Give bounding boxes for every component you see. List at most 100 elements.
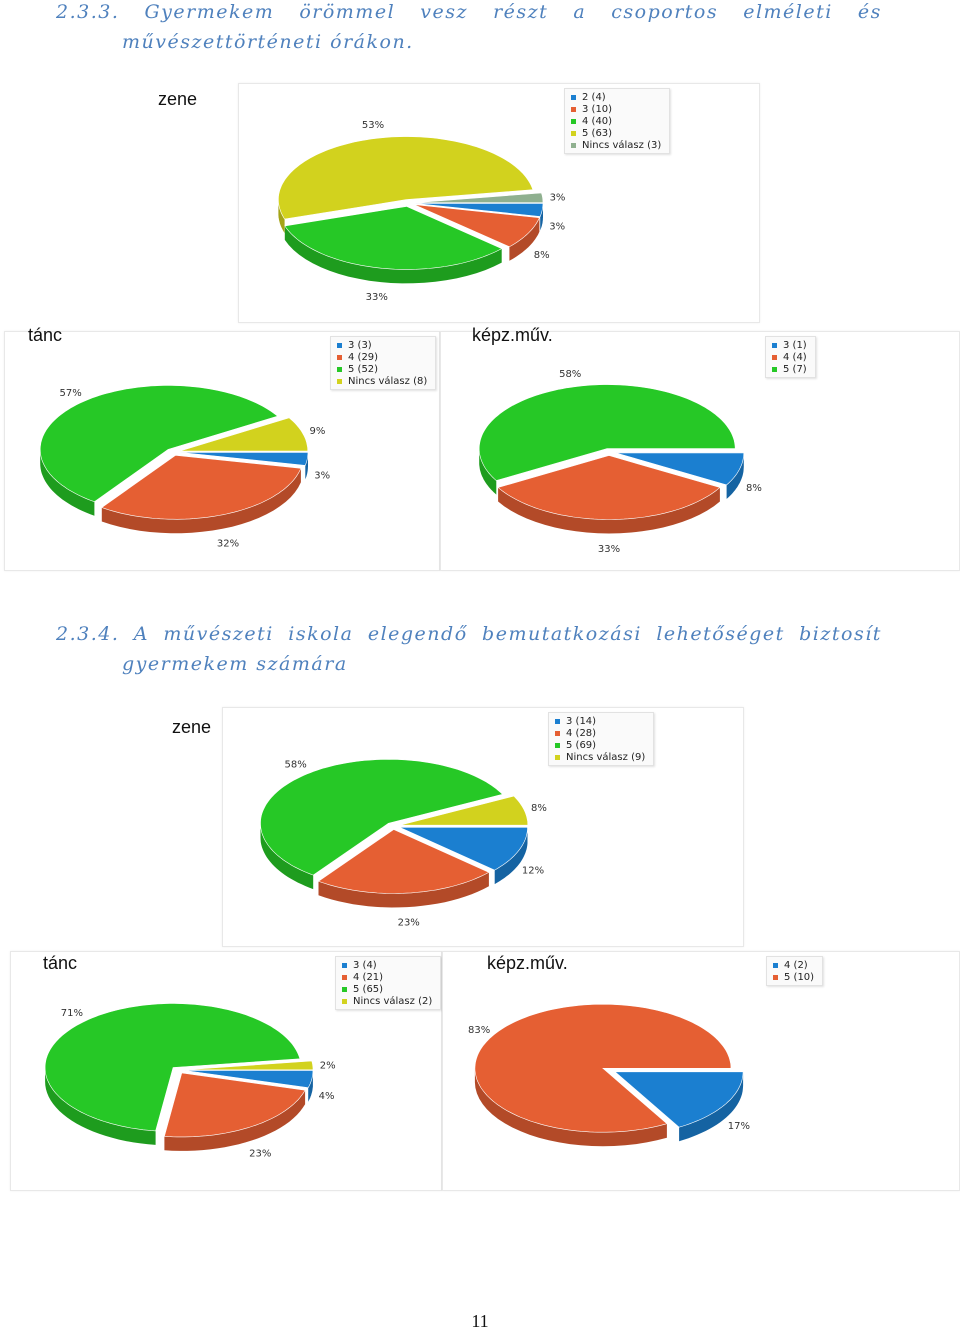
heading-word: iskola bbox=[288, 623, 354, 645]
pie-slice bbox=[179, 452, 309, 466]
chart-title: képz.műv. bbox=[487, 953, 568, 973]
pie-slice-side bbox=[679, 1071, 744, 1142]
legend-swatch bbox=[571, 130, 576, 136]
legend-swatch bbox=[342, 998, 347, 1004]
legend-swatch bbox=[337, 354, 342, 360]
pie-slice bbox=[284, 206, 503, 270]
pie-slice bbox=[260, 758, 504, 876]
chart-legend: 3 (1) 4 (4) 5 (7) bbox=[765, 336, 816, 378]
pie-pct-label: 71% bbox=[61, 1008, 83, 1019]
pie-slice bbox=[44, 1003, 301, 1132]
heading-word: A bbox=[133, 623, 150, 645]
chart-title: tánc bbox=[28, 325, 63, 345]
legend-item: 3 (10) bbox=[571, 103, 661, 115]
legend-item: 5 (52) bbox=[337, 363, 427, 375]
pie-pct-label: 58% bbox=[559, 369, 581, 380]
legend-swatch bbox=[571, 106, 576, 112]
heading-word: bemutatkozási bbox=[482, 623, 642, 645]
pie-slice bbox=[414, 192, 544, 203]
chart-legend: 2 (4) 3 (10) 4 (40) 5 (63) Nincs válasz … bbox=[564, 88, 671, 154]
pie-slice-side bbox=[318, 872, 489, 908]
pie-slice-side bbox=[479, 448, 497, 495]
heading-word: örömmel bbox=[299, 1, 396, 23]
legend-swatch bbox=[337, 378, 342, 384]
pie-slice-side bbox=[45, 1067, 156, 1145]
section-heading-233: 2.3.3. Gyermekem örömmel vesz részt a cs… bbox=[56, 0, 882, 57]
legend-item: 5 (69) bbox=[555, 739, 645, 751]
legend-item: 3 (1) bbox=[772, 339, 807, 351]
legend-item: 4 (21) bbox=[342, 971, 432, 983]
legend-item: 4 (28) bbox=[555, 727, 645, 739]
heading-word: csoportos bbox=[611, 1, 719, 23]
pie-slice-side bbox=[40, 449, 95, 516]
heading-word: vesz bbox=[420, 1, 468, 23]
legend-item: 5 (65) bbox=[342, 983, 432, 995]
pie-slice bbox=[39, 385, 279, 503]
chart-legend: 3 (3) 4 (29) 5 (52) Nincs válasz (8) bbox=[330, 336, 437, 390]
chart-title: képz.műv. bbox=[472, 325, 553, 345]
pie-slice-side bbox=[726, 452, 744, 499]
pie-pct-label: 8% bbox=[746, 483, 762, 494]
pie-pct-label: 3% bbox=[549, 222, 565, 233]
pie-slice-side bbox=[474, 1068, 667, 1147]
legend-swatch bbox=[555, 754, 560, 760]
legend-swatch bbox=[571, 94, 576, 100]
pie-slice bbox=[474, 1004, 732, 1133]
pie-pct-label: 12% bbox=[522, 865, 544, 876]
chart-legend: 4 (2) 5 (10) bbox=[766, 956, 824, 986]
legend-swatch bbox=[555, 742, 560, 748]
legend-swatch bbox=[773, 962, 778, 968]
pie-slice bbox=[399, 795, 529, 826]
legend-item: Nincs válasz (9) bbox=[555, 751, 645, 763]
chart-legend: 3 (4) 4 (21) 5 (65) Nincs válasz (2) bbox=[335, 956, 442, 1010]
legend-item: Nincs válasz (3) bbox=[571, 139, 661, 151]
pie-pct-label: 33% bbox=[366, 292, 388, 303]
pie-pct-label: 2% bbox=[320, 1060, 336, 1071]
legend-item: Nincs válasz (2) bbox=[342, 995, 432, 1007]
pie-slice bbox=[414, 204, 540, 248]
legend-swatch bbox=[555, 718, 560, 724]
pie-slice-side bbox=[308, 1070, 313, 1102]
legend-item: 4 (40) bbox=[571, 115, 661, 127]
pie-slice bbox=[414, 203, 544, 217]
pie-slice-side bbox=[278, 199, 285, 234]
legend-item: 3 (14) bbox=[555, 715, 645, 727]
pie-pct-label: 4% bbox=[319, 1091, 335, 1102]
legend-swatch bbox=[342, 962, 347, 968]
pie-pct-label: 58% bbox=[284, 760, 306, 771]
pie-pct-label: 3% bbox=[314, 470, 330, 481]
heading-line-2: művészettörténeti órákon. bbox=[122, 31, 414, 53]
pie-pct-label: 8% bbox=[534, 250, 550, 261]
legend-swatch bbox=[342, 986, 347, 992]
pie-slice bbox=[179, 417, 308, 452]
heading-word: a bbox=[573, 1, 587, 23]
legend-swatch bbox=[772, 342, 777, 348]
pie-slice-side bbox=[498, 487, 720, 534]
legend-swatch bbox=[337, 366, 342, 372]
heading-word: elegendő bbox=[367, 623, 468, 645]
pie-pct-label: 57% bbox=[59, 388, 81, 399]
legend-swatch bbox=[337, 342, 342, 348]
heading-word: elméleti bbox=[743, 1, 833, 23]
legend-swatch bbox=[571, 118, 576, 124]
heading-word: lehetőséget bbox=[656, 623, 785, 645]
pie-slice bbox=[278, 136, 534, 220]
pie-slice-side bbox=[494, 827, 528, 885]
pie-slice bbox=[615, 452, 745, 486]
pie-pct-label: 23% bbox=[249, 1149, 271, 1160]
heading-word: biztosít bbox=[799, 623, 882, 645]
legend-item: 4 (29) bbox=[337, 351, 427, 363]
pie-slice bbox=[317, 829, 490, 894]
legend-item: 4 (2) bbox=[773, 959, 814, 971]
pie-slice bbox=[497, 455, 721, 520]
chart-legend: 3 (14) 4 (28) 5 (69) Nincs válasz (9) bbox=[548, 712, 655, 766]
legend-item: 3 (3) bbox=[337, 339, 427, 351]
pie-pct-label: 53% bbox=[362, 120, 384, 131]
heading-word: 2.3.3. bbox=[56, 1, 120, 23]
legend-swatch bbox=[772, 354, 777, 360]
chart-title: tánc bbox=[43, 953, 78, 973]
heading-word: részt bbox=[493, 1, 549, 23]
legend-swatch bbox=[342, 974, 347, 980]
page-number: 11 bbox=[471, 1311, 489, 1331]
